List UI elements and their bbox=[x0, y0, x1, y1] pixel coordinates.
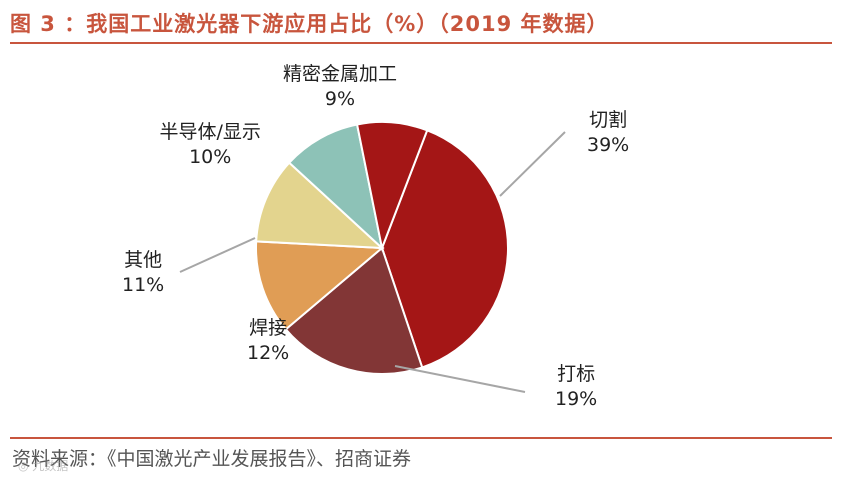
slice-label-1: 打标 19% bbox=[555, 362, 597, 412]
pie-slice-4 bbox=[287, 123, 384, 251]
slice-label-2: 焊接 12% bbox=[247, 316, 289, 366]
slice-name: 切割 bbox=[589, 109, 628, 131]
slice-label-5: 精密金属加工 9% bbox=[283, 62, 397, 112]
chart-title: 图 3 ：我国工业激光器下游应用占比（%）（2019 年数据） bbox=[10, 12, 609, 36]
source-note: 资料来源：《中国激光产业发展报告》、招商证券 bbox=[12, 448, 412, 470]
pie-slice-0 bbox=[380, 129, 509, 369]
slice-value: 19% bbox=[555, 388, 598, 410]
slice-name: 焊接 bbox=[249, 317, 288, 339]
slice-label-0: 切割 39% bbox=[587, 108, 629, 158]
slice-name: 打标 bbox=[557, 363, 596, 385]
slice-name: 半导体/显示 bbox=[159, 121, 261, 143]
source-rule bbox=[10, 437, 832, 439]
slice-name: 其他 bbox=[124, 249, 163, 271]
slice-value: 9% bbox=[324, 88, 356, 110]
pie-slice-2 bbox=[255, 240, 385, 331]
pie-slice-3 bbox=[255, 161, 385, 250]
slice-name: 精密金属加工 bbox=[283, 63, 398, 85]
watermark: ◎ 九数据 bbox=[18, 459, 69, 473]
title-rule bbox=[10, 42, 832, 44]
pie-slice-5 bbox=[355, 121, 429, 252]
slice-label-4: 半导体/显示 10% bbox=[160, 120, 261, 170]
pie-slice-1 bbox=[284, 246, 424, 375]
leader-line-1 bbox=[394, 365, 526, 393]
slice-label-3: 其他 11% bbox=[122, 248, 164, 298]
slice-value: 10% bbox=[189, 146, 232, 168]
leader-line-3 bbox=[179, 237, 256, 273]
leader-line-0 bbox=[499, 131, 566, 197]
slice-value: 12% bbox=[247, 342, 290, 364]
slice-value: 39% bbox=[587, 134, 630, 156]
slice-value: 11% bbox=[122, 274, 165, 296]
